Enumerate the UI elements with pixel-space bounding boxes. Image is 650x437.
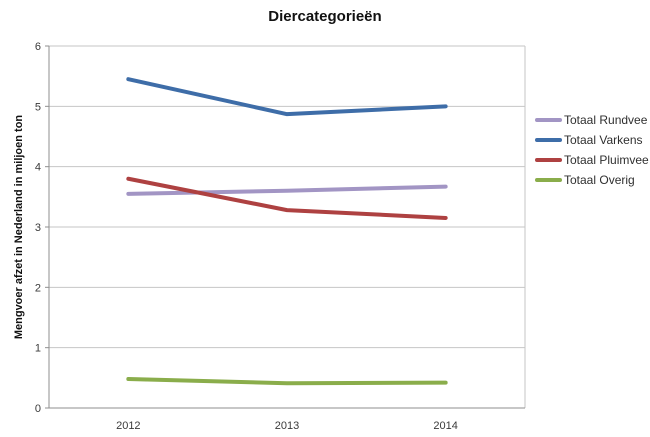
y-axis-tick-label: 0 [35, 403, 41, 415]
legend-swatch-totaal-overig [535, 178, 562, 182]
legend-label: Totaal Rundvee [564, 113, 648, 127]
y-axis-tick-label: 4 [35, 162, 41, 174]
legend-label: Totaal Varkens [564, 133, 643, 147]
legend-item-totaal-varkens: Totaal Varkens [535, 130, 650, 150]
legend: Totaal Rundvee Totaal Varkens Totaal Pluim… [535, 110, 650, 190]
legend-swatch-totaal-pluimvee [535, 158, 562, 162]
y-axis-tick-label: 3 [35, 222, 41, 234]
legend-item-totaal-rundvee: Totaal Rundvee [535, 110, 650, 130]
legend-swatch-totaal-varkens [535, 138, 562, 142]
series-line-totaal-overig [126, 377, 448, 386]
y-axis-tick-label: 2 [35, 282, 41, 294]
legend-item-totaal-overig: Totaal Overig [535, 170, 650, 190]
legend-swatch-totaal-rundvee [535, 118, 562, 122]
legend-item-totaal-pluimvee: Totaal Pluimvee [535, 150, 650, 170]
series-line-totaal-varkens [126, 77, 448, 117]
y-axis-tick-label: 6 [35, 41, 41, 53]
legend-label: Totaal Pluimvee [564, 153, 649, 167]
legend-label: Totaal Overig [564, 173, 635, 187]
x-axis-tick-label: 2014 [433, 420, 457, 432]
y-axis-tick-label: 5 [35, 101, 41, 113]
series-line-totaal-pluimvee [126, 176, 448, 220]
chart-title: Diercategorieën [268, 8, 382, 25]
x-axis-tick-label: 2012 [116, 420, 140, 432]
y-axis-tick-label: 1 [35, 343, 41, 355]
x-axis-tick-label: 2013 [275, 420, 299, 432]
series-line-totaal-rundvee [126, 184, 448, 196]
